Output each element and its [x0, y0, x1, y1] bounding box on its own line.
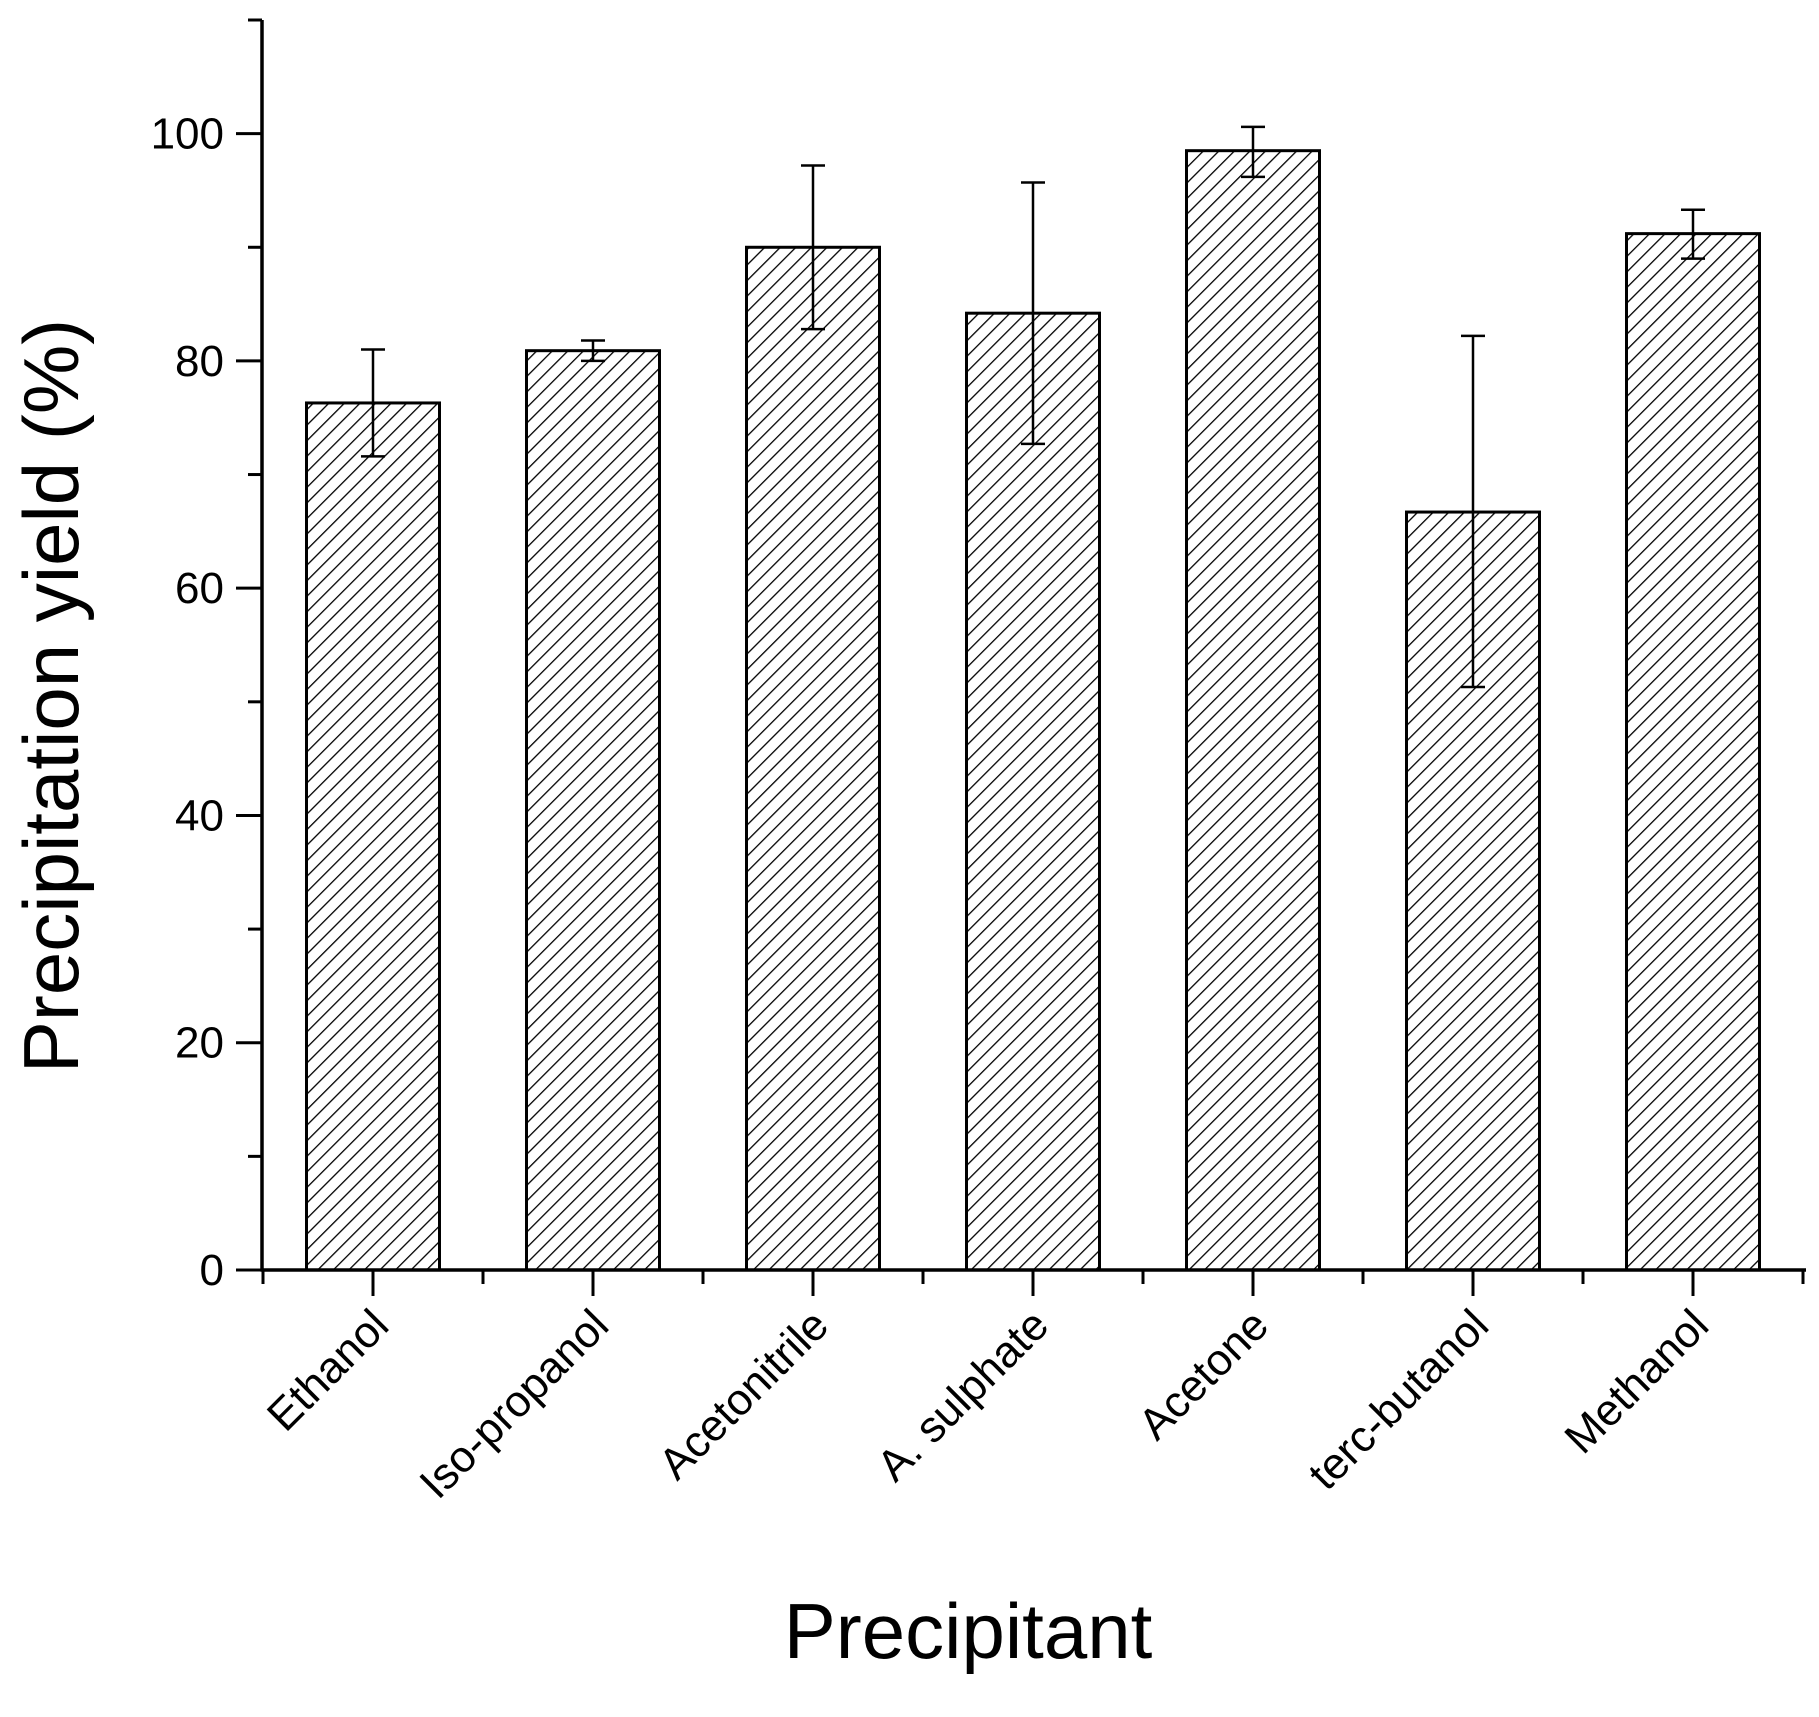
error-bar: [581, 339, 605, 363]
y-axis-title: Precipitation yield (%): [7, 319, 95, 1073]
x-tick-label: Iso-propanol: [410, 1300, 618, 1508]
y-tick-label: 60: [175, 564, 224, 613]
x-tick-label: Methanol: [1555, 1300, 1718, 1463]
y-tick-label: 100: [151, 110, 224, 159]
axes-layer: [236, 18, 1806, 1296]
error-bar: [1681, 208, 1705, 260]
bar-ethanol: [305, 401, 441, 1272]
error-bar: [801, 164, 825, 331]
bars-layer: [305, 125, 1761, 1272]
y-tick-label: 40: [175, 791, 224, 840]
x-axis-title: Precipitant: [784, 1587, 1153, 1675]
x-tick-label: Ethanol: [258, 1300, 398, 1440]
y-tick-label: 80: [175, 337, 224, 386]
error-bar: [1461, 334, 1485, 689]
y-tick-label: 0: [200, 1246, 224, 1295]
y-tick-label: 20: [175, 1019, 224, 1068]
bar-a-sulphate: [965, 311, 1101, 1272]
x-tick-label: A. sulphate: [868, 1300, 1058, 1490]
bar-methanol: [1625, 232, 1761, 1272]
bar-acetonitrile: [745, 245, 881, 1272]
x-tick-label: Acetonitrile: [650, 1300, 839, 1489]
x-tick-label: Acetone: [1129, 1300, 1278, 1449]
x-tick-label: terc-butanol: [1299, 1300, 1498, 1499]
bar-acetone: [1185, 149, 1321, 1272]
error-bar: [361, 348, 385, 458]
bar-iso-propanol: [525, 349, 661, 1272]
error-bar: [1241, 125, 1265, 179]
error-bar: [1021, 181, 1045, 446]
